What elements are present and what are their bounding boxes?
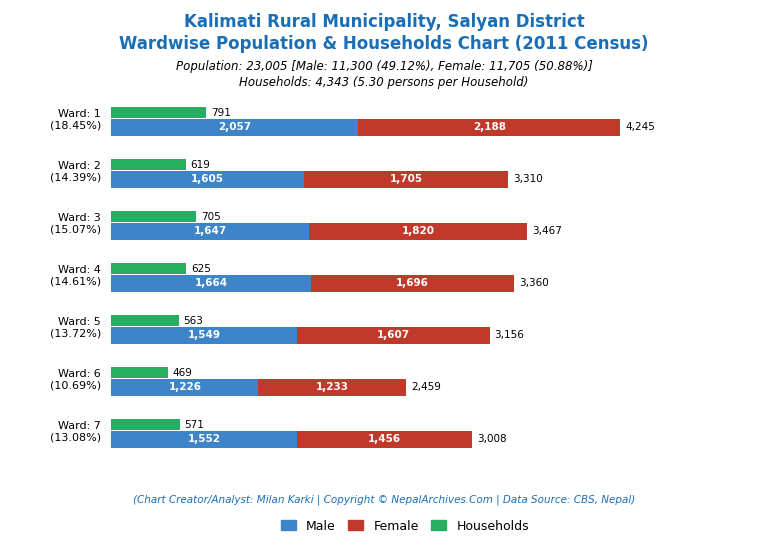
Text: 1,552: 1,552: [188, 434, 221, 444]
Bar: [311, 275, 515, 292]
Text: 3,360: 3,360: [519, 278, 549, 288]
Text: 4,245: 4,245: [625, 122, 655, 132]
Text: 625: 625: [191, 264, 211, 274]
Bar: [304, 171, 508, 188]
Bar: [309, 223, 527, 240]
Text: 3,008: 3,008: [477, 434, 506, 444]
Text: Wardwise Population & Households Chart (2011 Census): Wardwise Population & Households Chart (…: [119, 35, 649, 53]
Text: 791: 791: [211, 108, 231, 118]
Text: 469: 469: [172, 368, 192, 378]
Bar: [111, 327, 297, 344]
Bar: [111, 315, 179, 326]
Bar: [111, 223, 309, 240]
Text: Population: 23,005 [Male: 11,300 (49.12%), Female: 11,705 (50.88%)]: Population: 23,005 [Male: 11,300 (49.12%…: [176, 60, 592, 73]
Text: 619: 619: [190, 160, 210, 170]
Bar: [111, 211, 196, 222]
Bar: [111, 367, 167, 378]
Bar: [111, 171, 304, 188]
Bar: [297, 431, 472, 448]
Text: 1,226: 1,226: [168, 382, 201, 392]
Bar: [111, 159, 186, 170]
Bar: [358, 119, 621, 136]
Text: 1,705: 1,705: [389, 174, 422, 184]
Legend: Male, Female, Households: Male, Female, Households: [276, 515, 534, 536]
Bar: [111, 379, 258, 396]
Bar: [258, 379, 406, 396]
Text: 3,310: 3,310: [513, 174, 543, 184]
Bar: [111, 107, 206, 118]
Bar: [297, 327, 490, 344]
Text: (Chart Creator/Analyst: Milan Karki | Copyright © NepalArchives.Com | Data Sourc: (Chart Creator/Analyst: Milan Karki | Co…: [133, 494, 635, 505]
Text: 571: 571: [184, 420, 204, 430]
Text: 1,456: 1,456: [368, 434, 402, 444]
Text: 1,664: 1,664: [194, 278, 227, 288]
Text: 705: 705: [200, 212, 220, 222]
Text: 1,647: 1,647: [194, 226, 227, 236]
Text: 1,549: 1,549: [187, 330, 220, 340]
Bar: [111, 419, 180, 430]
Text: Households: 4,343 (5.30 persons per Household): Households: 4,343 (5.30 persons per Hous…: [240, 76, 528, 89]
Text: 3,156: 3,156: [495, 330, 525, 340]
Text: 1,820: 1,820: [402, 226, 435, 236]
Text: 563: 563: [184, 316, 204, 326]
Bar: [111, 119, 358, 136]
Text: 1,607: 1,607: [377, 330, 410, 340]
Bar: [111, 275, 311, 292]
Text: 2,459: 2,459: [411, 382, 441, 392]
Text: Kalimati Rural Municipality, Salyan District: Kalimati Rural Municipality, Salyan Dist…: [184, 13, 584, 32]
Text: 1,696: 1,696: [396, 278, 429, 288]
Text: 2,188: 2,188: [472, 122, 505, 132]
Bar: [111, 431, 297, 448]
Text: 2,057: 2,057: [218, 122, 251, 132]
Text: 1,233: 1,233: [316, 382, 349, 392]
Bar: [111, 263, 187, 274]
Text: 1,605: 1,605: [191, 174, 224, 184]
Text: 3,467: 3,467: [532, 226, 561, 236]
